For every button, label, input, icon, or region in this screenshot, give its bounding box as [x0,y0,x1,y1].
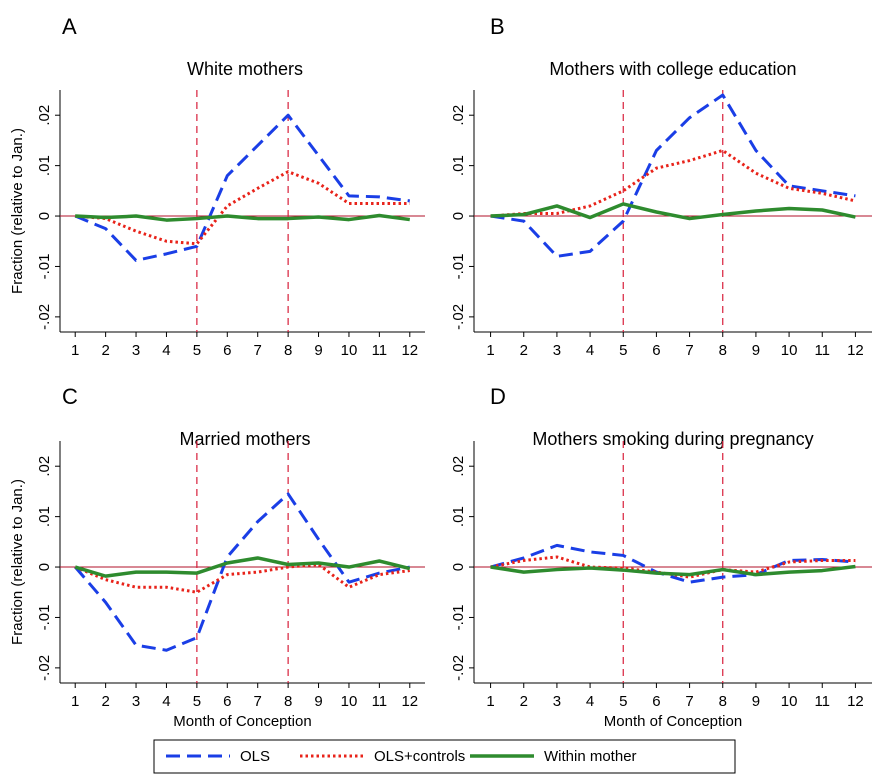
y-tick-label: .01 [36,506,53,527]
x-tick-label: 4 [162,342,170,359]
x-tick-label: 3 [132,342,140,359]
x-tick-label: 1 [71,693,79,710]
series-line [490,564,856,577]
x-tick-label: 4 [586,342,594,359]
x-tick-label: 3 [132,693,140,710]
x-tick-label: 5 [193,693,201,710]
y-tick-label: 0 [36,563,53,571]
y-tick-label: -.01 [36,254,53,280]
x-tick-label: 1 [486,693,494,710]
y-tick-label: .01 [450,155,467,176]
x-tick-label: 11 [372,342,388,359]
y-tick-label: -.02 [450,304,467,330]
x-tick-label: 9 [752,693,760,710]
x-tick-label: 6 [223,693,231,710]
x-tick-label: 5 [619,342,627,359]
x-tick-label: 10 [341,342,358,359]
x-axis-title: Month of Conception [604,713,742,730]
x-tick-label: 7 [685,342,693,359]
x-tick-label: 8 [284,693,292,710]
y-tick-label: -.02 [450,655,467,681]
series-line [490,543,856,584]
y-tick-label: -.02 [36,304,53,330]
x-tick-label: 2 [520,693,528,710]
series-line [74,556,411,578]
x-tick-label: 8 [719,342,727,359]
y-tick-label: .01 [36,155,53,176]
legend-box [153,739,736,774]
panel-letter: A [62,14,77,39]
x-tick-label: 2 [520,342,528,359]
panel-letter: B [490,14,505,39]
x-tick-label: 10 [341,693,358,710]
panel-title: Mothers smoking during pregnancy [532,429,813,449]
x-tick-label: 9 [314,342,322,359]
x-tick-label: 7 [254,342,262,359]
y-axis-title: Fraction (relative to Jan.) [9,479,26,645]
x-tick-label: 11 [814,693,830,710]
panel-title: Mothers with college education [549,59,796,79]
x-tick-label: 9 [314,693,322,710]
x-tick-label: 12 [847,342,864,359]
x-tick-label: 11 [814,342,830,359]
series-line [490,93,856,258]
series-line [490,555,856,579]
x-tick-label: 8 [719,693,727,710]
x-tick-label: 5 [619,693,627,710]
x-tick-label: 8 [284,342,292,359]
series-line [490,149,856,218]
y-tick-label: 0 [36,212,53,220]
x-tick-label: 1 [486,342,494,359]
y-tick-label: 0 [450,212,467,220]
x-tick-label: 12 [847,693,864,710]
y-tick-label: .02 [450,456,467,477]
series-line [490,202,856,221]
legend-label: OLS+controls [374,748,465,765]
panel-letter: C [62,384,78,409]
panel-letter: D [490,384,506,409]
x-tick-label: 4 [586,693,594,710]
y-tick-label: .01 [450,506,467,527]
x-tick-label: 12 [401,342,418,359]
y-tick-label: -.02 [36,655,53,681]
x-tick-label: 3 [553,342,561,359]
y-tick-label: 0 [450,563,467,571]
panel-title: Married mothers [179,429,310,449]
x-tick-label: 6 [223,342,231,359]
x-axis-title: Month of Conception [173,713,311,730]
y-tick-label: -.01 [450,254,467,280]
x-tick-label: 6 [652,693,660,710]
x-tick-label: 10 [781,342,798,359]
x-tick-label: 7 [685,693,693,710]
x-tick-label: 7 [254,693,262,710]
y-tick-label: -.01 [450,605,467,631]
x-tick-label: 9 [752,342,760,359]
series-line [74,563,410,594]
series-line [75,213,411,222]
legend-label: Within mother [544,748,637,765]
x-tick-label: 2 [101,693,109,710]
legend-label: OLS [240,748,270,765]
panel-title: White mothers [187,59,303,79]
x-tick-label: 1 [71,342,79,359]
x-tick-label: 10 [781,693,798,710]
x-tick-label: 3 [553,693,561,710]
y-tick-label: .02 [36,105,53,126]
x-tick-label: 2 [101,342,109,359]
series-line [74,113,410,262]
series-line [74,492,411,652]
y-axis-title: Fraction (relative to Jan.) [9,128,26,294]
y-tick-label: .02 [36,456,53,477]
x-tick-label: 6 [652,342,660,359]
x-tick-label: 4 [162,693,170,710]
x-tick-label: 5 [193,342,201,359]
x-tick-label: 12 [401,693,418,710]
x-tick-label: 11 [372,693,388,710]
y-tick-label: -.01 [36,605,53,631]
series-line [75,170,410,246]
y-tick-label: .02 [450,105,467,126]
